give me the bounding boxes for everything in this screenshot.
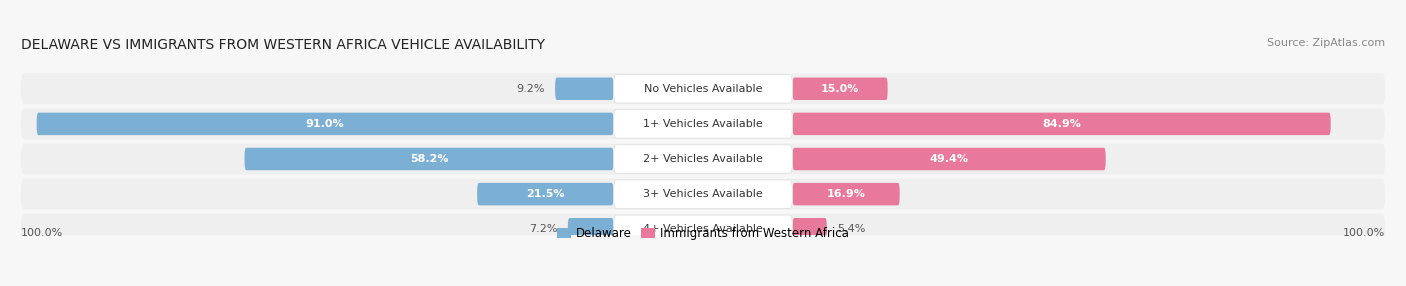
- Text: 16.9%: 16.9%: [827, 189, 866, 199]
- FancyBboxPatch shape: [477, 183, 613, 205]
- FancyBboxPatch shape: [793, 78, 887, 100]
- FancyBboxPatch shape: [555, 78, 613, 100]
- FancyBboxPatch shape: [793, 148, 1105, 170]
- FancyBboxPatch shape: [793, 113, 1330, 135]
- Legend: Delaware, Immigrants from Western Africa: Delaware, Immigrants from Western Africa: [553, 222, 853, 245]
- FancyBboxPatch shape: [613, 180, 793, 208]
- FancyBboxPatch shape: [613, 145, 793, 173]
- FancyBboxPatch shape: [793, 218, 827, 241]
- Text: DELAWARE VS IMMIGRANTS FROM WESTERN AFRICA VEHICLE AVAILABILITY: DELAWARE VS IMMIGRANTS FROM WESTERN AFRI…: [21, 38, 546, 52]
- Text: 49.4%: 49.4%: [929, 154, 969, 164]
- FancyBboxPatch shape: [21, 179, 1385, 210]
- FancyBboxPatch shape: [613, 215, 793, 243]
- FancyBboxPatch shape: [793, 183, 900, 205]
- Text: 1+ Vehicles Available: 1+ Vehicles Available: [643, 119, 763, 129]
- FancyBboxPatch shape: [21, 108, 1385, 139]
- Text: 3+ Vehicles Available: 3+ Vehicles Available: [643, 189, 763, 199]
- Text: 100.0%: 100.0%: [1343, 229, 1385, 239]
- Text: 9.2%: 9.2%: [516, 84, 544, 94]
- Text: 15.0%: 15.0%: [821, 84, 859, 94]
- Text: 5.4%: 5.4%: [837, 224, 866, 234]
- Text: 100.0%: 100.0%: [21, 229, 63, 239]
- Text: 7.2%: 7.2%: [529, 224, 557, 234]
- FancyBboxPatch shape: [21, 144, 1385, 174]
- FancyBboxPatch shape: [21, 214, 1385, 245]
- Text: 84.9%: 84.9%: [1042, 119, 1081, 129]
- FancyBboxPatch shape: [245, 148, 613, 170]
- FancyBboxPatch shape: [37, 113, 613, 135]
- Text: Source: ZipAtlas.com: Source: ZipAtlas.com: [1267, 38, 1385, 48]
- Text: 21.5%: 21.5%: [526, 189, 565, 199]
- Text: 58.2%: 58.2%: [409, 154, 449, 164]
- Text: 4+ Vehicles Available: 4+ Vehicles Available: [643, 224, 763, 234]
- Text: No Vehicles Available: No Vehicles Available: [644, 84, 762, 94]
- FancyBboxPatch shape: [613, 75, 793, 103]
- Text: 91.0%: 91.0%: [305, 119, 344, 129]
- Text: 2+ Vehicles Available: 2+ Vehicles Available: [643, 154, 763, 164]
- FancyBboxPatch shape: [21, 73, 1385, 104]
- FancyBboxPatch shape: [613, 110, 793, 138]
- FancyBboxPatch shape: [568, 218, 613, 241]
